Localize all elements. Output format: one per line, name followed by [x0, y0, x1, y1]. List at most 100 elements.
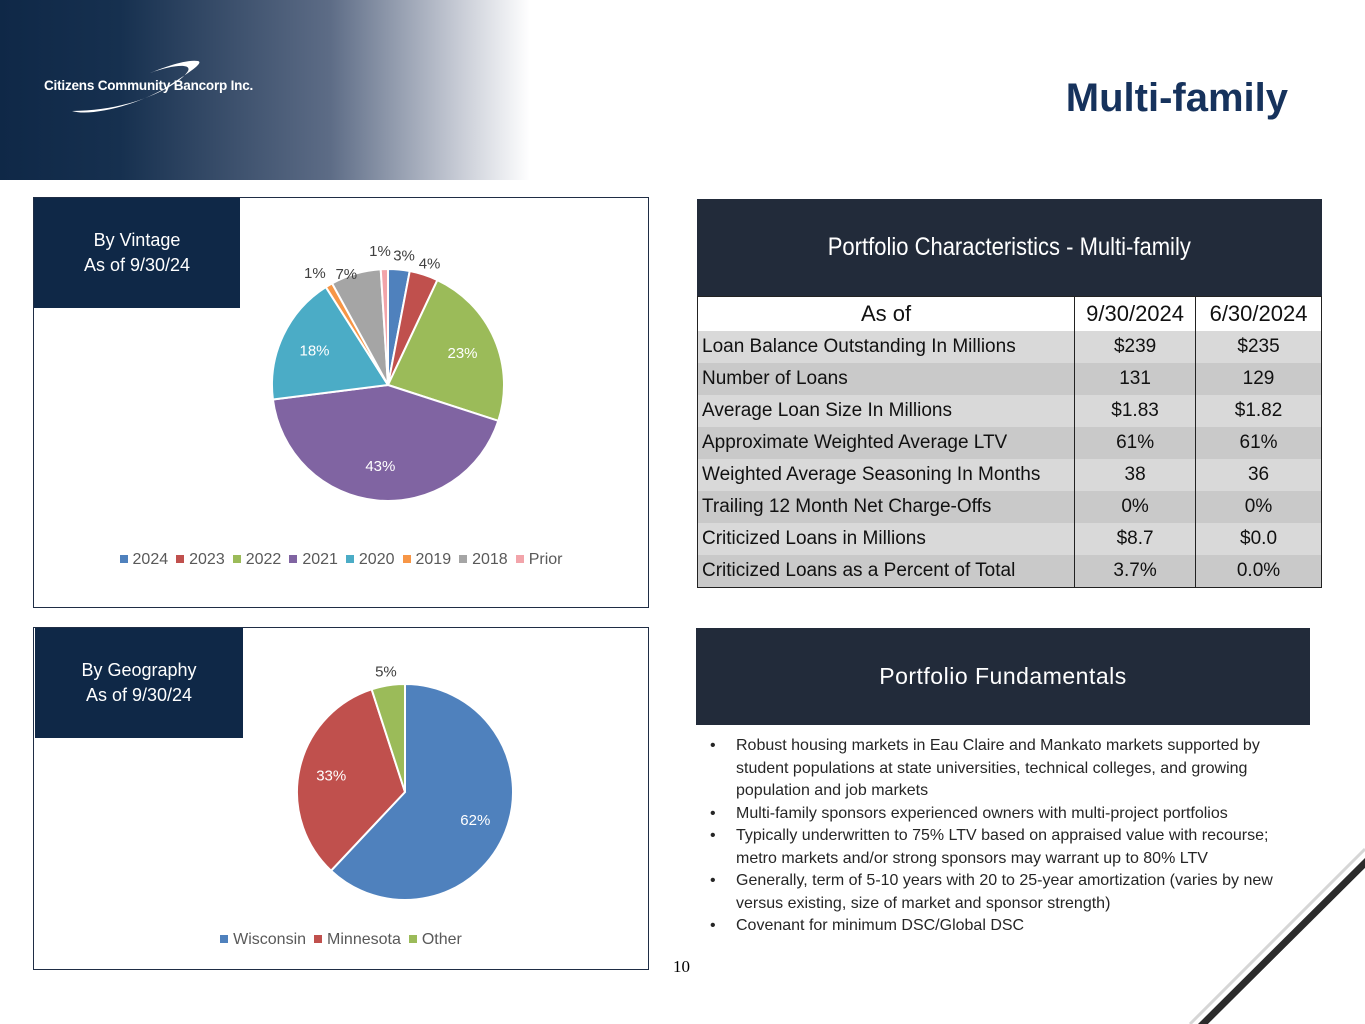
table-header-as-of: As of — [696, 296, 1076, 331]
legend-label: Minnesota — [327, 931, 401, 948]
data-label: 23% — [448, 345, 478, 362]
row-value: 0% — [1074, 491, 1197, 523]
legend-label: 2022 — [245, 551, 282, 568]
table-header-col1: 9/30/2024 — [1074, 296, 1197, 331]
table-header-row: As of 9/30/2024 6/30/2024 — [696, 296, 1322, 331]
list-item: Multi-family sponsors experienced owners… — [708, 803, 1298, 826]
table-row: Number of Loans 131 129 — [696, 363, 1322, 395]
table-title-text: Portfolio Characteristics - Multi-family — [827, 233, 1192, 261]
vintage-pie-chart: 3% 4% 23% 43% 18% 1% 7% 1% — [271, 243, 505, 502]
legend-item-2019: 2019 — [402, 551, 452, 569]
table-row: Average Loan Size In Millions $1.83 $1.8… — [696, 395, 1322, 427]
row-label: Average Loan Size In Millions — [696, 395, 1076, 427]
pie-slice-2021 — [271, 383, 500, 502]
vintage-chart-panel: By Vintage As of 9/30/24 3% 4% 23% 43% 18% 1%… — [33, 197, 649, 608]
row-value: 129 — [1195, 363, 1322, 395]
data-label: 1% — [304, 265, 326, 282]
row-value: $1.83 — [1074, 395, 1197, 427]
geography-chart-panel: By Geography As of 9/30/24 62% 33% 5% Wisc… — [33, 627, 649, 970]
table-row: Criticized Loans in Millions $8.7 $0.0 — [696, 523, 1322, 555]
data-label: 3% — [393, 248, 415, 265]
legend-item-2023: 2023 — [176, 551, 225, 569]
table-row: Weighted Average Seasoning In Months 38 … — [696, 459, 1322, 491]
row-value: $8.7 — [1074, 523, 1197, 555]
list-item: Generally, term of 5-10 years with 20 to… — [708, 870, 1298, 915]
data-label: 33% — [316, 768, 346, 785]
legend-item-wisconsin: Wisconsin — [220, 931, 306, 949]
legend-label: Prior — [528, 551, 563, 568]
legend-label: 2023 — [189, 551, 225, 568]
geography-panel-label-line1: By Geography — [81, 660, 197, 680]
page-number: 10 — [673, 957, 690, 976]
legend-swatch — [459, 555, 468, 563]
row-value: $1.82 — [1195, 395, 1322, 427]
data-label: 7% — [335, 266, 357, 283]
page-title: Multi-family — [1065, 76, 1288, 120]
company-logo-text: Citizens Community Bancorp Inc. — [44, 78, 254, 93]
vintage-panel-label-line1: By Vintage — [93, 230, 181, 250]
corner-decoration — [1188, 847, 1365, 1024]
legend-item-2020: 2020 — [345, 551, 395, 569]
legend-label: 2018 — [472, 551, 508, 568]
legend-item-2021: 2021 — [289, 551, 338, 569]
data-label: 1% — [369, 243, 391, 260]
legend-item-2022: 2022 — [232, 551, 282, 569]
row-value: 0% — [1195, 491, 1322, 523]
legend-item-minnesota: Minnesota — [314, 931, 401, 949]
vintage-panel-label-line2: As of 9/30/24 — [83, 255, 191, 275]
pie-slice-2020 — [271, 285, 390, 401]
legend-swatch — [232, 555, 241, 563]
row-label: Trailing 12 Month Net Charge-Offs — [696, 491, 1076, 523]
legend-swatch — [119, 555, 128, 563]
vintage-legend: 2024 2023 2022 2021 2020 2019 2018 Prior — [34, 551, 648, 569]
table-title: Portfolio Characteristics - Multi-family — [697, 199, 1322, 296]
vintage-panel-label: By Vintage As of 9/30/24 — [34, 198, 240, 308]
legend-label: Other — [421, 931, 462, 948]
legend-item-2024: 2024 — [119, 551, 169, 569]
pie-slice-wisconsin — [329, 682, 514, 901]
table-row: Approximate Weighted Average LTV 61% 61% — [696, 427, 1322, 459]
legend-swatch — [402, 555, 411, 563]
row-value: 61% — [1074, 427, 1197, 459]
fundamentals-title: Portfolio Fundamentals — [696, 628, 1310, 725]
list-item: Covenant for minimum DSC/Global DSC — [708, 915, 1298, 938]
geography-panel-label: By Geography As of 9/30/24 — [35, 628, 243, 738]
row-label: Loan Balance Outstanding In Millions — [696, 331, 1076, 363]
legend-label: 2020 — [358, 551, 395, 568]
legend-item-other: Other — [408, 931, 462, 949]
pie-slice-other — [370, 682, 406, 793]
geography-panel-label-line2: As of 9/30/24 — [85, 685, 193, 705]
table-row: Criticized Loans as a Percent of Total 3… — [696, 555, 1322, 588]
data-label: 43% — [365, 458, 395, 475]
legend-label: 2021 — [302, 551, 338, 568]
legend-item-prior: Prior — [515, 551, 563, 569]
legend-swatch — [345, 555, 354, 563]
geography-pie-chart: 62% 33% 5% — [296, 664, 514, 901]
legend-label: Wisconsin — [233, 931, 307, 948]
legend-label: 2024 — [132, 551, 169, 568]
table-row: Trailing 12 Month Net Charge-Offs 0% 0% — [696, 491, 1322, 523]
legend-item-2018: 2018 — [459, 551, 508, 569]
row-label: Criticized Loans in Millions — [696, 523, 1076, 555]
list-item: Typically underwritten to 75% LTV based … — [708, 825, 1298, 870]
pie-slice-minnesota — [296, 688, 407, 873]
fundamentals-list: Robust housing markets in Eau Claire and… — [708, 735, 1298, 938]
legend-label: 2019 — [415, 551, 452, 568]
legend-swatch — [289, 555, 298, 563]
pie-slice-2022 — [386, 278, 505, 423]
row-value: $235 — [1195, 331, 1322, 363]
list-item: Robust housing markets in Eau Claire and… — [708, 735, 1298, 803]
data-label: 5% — [375, 664, 397, 681]
data-label: 18% — [300, 342, 330, 359]
legend-swatch — [515, 555, 524, 563]
row-value: 0.0% — [1195, 555, 1322, 588]
legend-swatch — [314, 935, 323, 943]
header-band — [0, 0, 1365, 180]
legend-swatch — [220, 935, 229, 943]
row-value: 61% — [1195, 427, 1322, 459]
row-label: Approximate Weighted Average LTV — [696, 427, 1076, 459]
row-value: $0.0 — [1195, 523, 1322, 555]
table-header-col2: 6/30/2024 — [1195, 296, 1322, 331]
table-row: Loan Balance Outstanding In Millions $23… — [696, 331, 1322, 363]
legend-swatch — [176, 555, 185, 563]
